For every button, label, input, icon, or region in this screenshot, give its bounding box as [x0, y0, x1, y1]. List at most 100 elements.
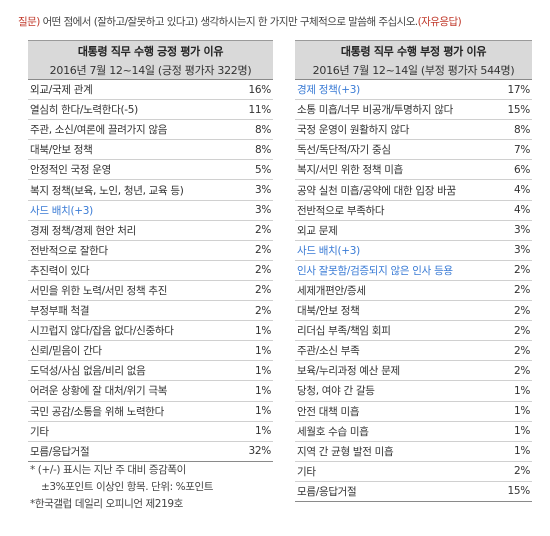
reason-label: 부정부패 척결: [28, 300, 233, 322]
table-row: 공약 실천 미흡/공약에 대한 입장 바꿈 4%: [295, 179, 532, 201]
table-row: 기타 2%: [295, 461, 532, 482]
positive-table-subtitle: 2016년 7월 12~14일 (긍정 평가자 322명): [28, 60, 273, 80]
reason-label: 시끄럽지 않다/잡음 없다/신중하다: [28, 320, 233, 342]
table-row: 열심히 한다/노력한다(-5) 11%: [28, 99, 273, 121]
negative-table-title: 대통령 직무 수행 부정 평가 이유: [295, 40, 532, 60]
table-row: 주관/소신 부족 2%: [295, 340, 532, 362]
table-row: 경제 정책(+3) 17%: [295, 79, 532, 101]
reason-percent: 2%: [233, 280, 273, 302]
table-row: 국정 운영이 원활하지 않다 8%: [295, 119, 532, 141]
reason-percent: 2%: [233, 240, 273, 261]
reason-label: 신뢰/믿음이 간다: [28, 340, 233, 362]
footnote-legend: * (+/-) 표시는 지난 주 대비 증감폭이: [30, 464, 186, 476]
reason-percent: 2%: [233, 260, 273, 281]
negative-reasons-table: 대통령 직무 수행 부정 평가 이유 2016년 7월 12~14일 (부정 평…: [295, 40, 532, 502]
reason-label: 복지 정책(보육, 노인, 청년, 교육 등): [28, 179, 233, 201]
question-text: 어떤 점에서 (잘하고/잘못하고 있다고) 생각하시는지 한 가지만 구체적으로…: [39, 16, 419, 28]
footnote-source: *한국갤럽 데일리 오피니언 제219호: [30, 498, 183, 510]
reason-percent: 1%: [233, 360, 273, 382]
positive-table-title: 대통령 직무 수행 긍정 평가 이유: [28, 40, 273, 60]
reason-label: 세월호 수습 미흡: [295, 421, 495, 442]
table-row: 사드 배치(+3) 3%: [295, 240, 532, 261]
reason-label: 대북/안보 정책: [295, 300, 495, 322]
reason-percent: 2%: [495, 340, 532, 362]
reason-label: 경제 정책(+3): [295, 79, 495, 101]
reason-percent: 2%: [495, 320, 532, 342]
reason-label: 안정적인 국정 운영: [28, 159, 233, 181]
reason-label: 국정 운영이 원활하지 않다: [295, 119, 495, 141]
reason-percent: 2%: [495, 360, 532, 382]
reason-label: 기타: [28, 421, 233, 442]
reason-percent: 8%: [233, 119, 273, 141]
table-row: 대북/안보 정책 8%: [28, 139, 273, 161]
reason-label: 인사 잘못함/검증되지 않은 인사 등용: [295, 260, 495, 281]
table-row: 시끄럽지 않다/잡음 없다/신중하다 1%: [28, 320, 273, 342]
reason-percent: 2%: [495, 300, 532, 322]
reason-label: 추진력이 있다: [28, 260, 233, 281]
table-row: 신뢰/믿음이 간다 1%: [28, 340, 273, 362]
table-row: 복지/서민 위한 정책 미흡 6%: [295, 159, 532, 181]
survey-question: 질문) 어떤 점에서 (잘하고/잘못하고 있다고) 생각하시는지 한 가지만 구…: [18, 14, 543, 29]
table-row: 인사 잘못함/검증되지 않은 인사 등용 2%: [295, 260, 532, 281]
table-row: 어려운 상황에 잘 대처/위기 극복 1%: [28, 380, 273, 402]
table-row: 경제 정책/경제 현안 처리 2%: [28, 220, 273, 241]
reason-label: 경제 정책/경제 현안 처리: [28, 220, 233, 241]
reason-percent: 8%: [233, 139, 273, 161]
reason-label: 안전 대책 미흡: [295, 401, 495, 422]
reason-percent: 2%: [233, 300, 273, 322]
table-row: 전반적으로 부족하다 4%: [295, 200, 532, 221]
footnotes: * (+/-) 표시는 지난 주 대비 증감폭이 ±3%포인트 이상인 항목. …: [30, 462, 280, 513]
reason-label: 모름/응답거절: [295, 481, 495, 502]
reason-percent: 2%: [495, 260, 532, 281]
reason-percent: 1%: [233, 401, 273, 422]
table-row: 리더십 부족/책임 회피 2%: [295, 320, 532, 342]
reason-percent: 2%: [495, 461, 532, 482]
table-row: 안정적인 국정 운영 5%: [28, 159, 273, 181]
reason-percent: 1%: [495, 441, 532, 462]
positive-reasons-table: 대통령 직무 수행 긍정 평가 이유 2016년 7월 12~14일 (긍정 평…: [28, 40, 273, 462]
reason-label: 독선/독단적/자기 중심: [295, 139, 495, 161]
reason-percent: 16%: [233, 79, 273, 101]
reason-percent: 2%: [495, 280, 532, 302]
reason-percent: 15%: [495, 99, 532, 121]
negative-table-subtitle: 2016년 7월 12~14일 (부정 평가자 544명): [295, 60, 532, 80]
table-row: 추진력이 있다 2%: [28, 260, 273, 281]
reason-percent: 3%: [495, 240, 532, 261]
reason-percent: 15%: [495, 481, 532, 502]
reason-percent: 3%: [233, 179, 273, 201]
table-row: 지역 간 균형 발전 미흡 1%: [295, 441, 532, 462]
reason-percent: 17%: [495, 79, 532, 101]
reason-label: 대북/안보 정책: [28, 139, 233, 161]
reason-percent: 1%: [495, 401, 532, 422]
reason-percent: 1%: [233, 320, 273, 342]
table-row: 외교/국제 관계 16%: [28, 79, 273, 101]
table-row: 모름/응답거절 15%: [295, 481, 532, 502]
reason-label: 모름/응답거절: [28, 441, 233, 462]
reason-label: 기타: [295, 461, 495, 482]
table-row: 대북/안보 정책 2%: [295, 300, 532, 322]
positive-table-body: 외교/국제 관계 16% 열심히 한다/노력한다(-5) 11% 주관, 소신/여론에 …: [28, 79, 273, 462]
reason-label: 주관/소신 부족: [295, 340, 495, 362]
reason-label: 사드 배치(+3): [28, 200, 233, 221]
table-row: 보육/누리과정 예산 문제 2%: [295, 360, 532, 382]
reason-label: 사드 배치(+3): [295, 240, 495, 261]
reason-percent: 1%: [233, 380, 273, 402]
reason-label: 외교 문제: [295, 220, 495, 241]
reason-percent: 6%: [495, 159, 532, 181]
reason-label: 국민 공감/소통을 위해 노력한다: [28, 401, 233, 422]
table-row: 기타 1%: [28, 421, 273, 442]
reason-percent: 8%: [495, 119, 532, 141]
reason-percent: 3%: [495, 220, 532, 241]
reason-label: 보육/누리과정 예산 문제: [295, 360, 495, 382]
reason-label: 당청, 여야 간 갈등: [295, 380, 495, 402]
reason-percent: 1%: [233, 421, 273, 442]
reason-label: 어려운 상황에 잘 대처/위기 극복: [28, 380, 233, 402]
reason-percent: 2%: [233, 220, 273, 241]
reason-label: 외교/국제 관계: [28, 79, 233, 101]
table-row: 복지 정책(보육, 노인, 청년, 교육 등) 3%: [28, 179, 273, 201]
table-row: 당청, 여야 간 갈등 1%: [295, 380, 532, 402]
reason-label: 열심히 한다/노력한다(-5): [28, 99, 233, 121]
question-label: 질문): [18, 16, 40, 28]
table-row: 국민 공감/소통을 위해 노력한다 1%: [28, 401, 273, 422]
table-row: 주관, 소신/여론에 끌려가지 않음 8%: [28, 119, 273, 141]
